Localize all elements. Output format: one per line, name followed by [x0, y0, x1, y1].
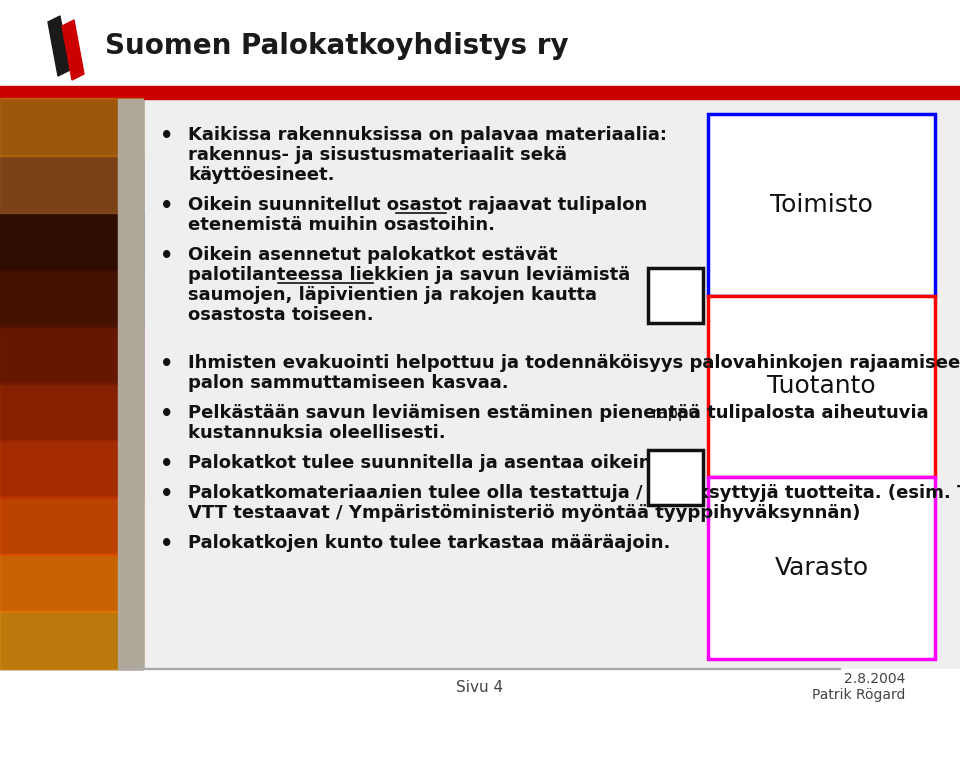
Bar: [0, 98, 143, 156]
Bar: [0, 669, 960, 764]
Text: •: •: [160, 484, 174, 504]
Bar: [120, 668, 840, 669]
Text: osastosta toiseen.: osastosta toiseen.: [188, 306, 373, 324]
Text: •: •: [160, 454, 174, 474]
Polygon shape: [48, 16, 70, 76]
Text: Ihmisten evakuointi helpottuu ja todennäköisyys palovahinkojen rajaamiseen ja: Ihmisten evakuointi helpottuu ja todennä…: [188, 354, 960, 372]
Bar: [0, 326, 143, 384]
Bar: [0, 440, 143, 498]
Bar: [0, 0, 960, 87]
Text: 2.8.2004
Patrik Rögard: 2.8.2004 Patrik Rögard: [811, 672, 905, 702]
Bar: [0, 86, 960, 99]
Text: •: •: [160, 354, 174, 374]
Text: Varasto: Varasto: [775, 556, 869, 580]
Bar: [118, 99, 143, 669]
Bar: [648, 450, 703, 505]
Text: palon sammuttamiseen kasvaa.: palon sammuttamiseen kasvaa.: [188, 374, 509, 392]
Bar: [0, 383, 143, 441]
Text: Tuotanto: Tuotanto: [767, 374, 876, 399]
Text: rappu: rappu: [652, 406, 699, 421]
Polygon shape: [62, 20, 84, 80]
Text: VTT testaavat / Ympäristöministeriö myöntää tyyppihyväksynnän): VTT testaavat / Ympäristöministeriö myön…: [188, 504, 860, 522]
Text: saumojen, läpivientien ja rakojen kautta: saumojen, läpivientien ja rakojen kautta: [188, 286, 597, 304]
Text: Sivu 4: Sivu 4: [456, 679, 504, 694]
Bar: [0, 269, 143, 327]
Text: •: •: [160, 126, 174, 146]
Text: •: •: [160, 534, 174, 554]
Text: rakennus- ja sisustusmateriaalit sekä: rakennus- ja sisustusmateriaalit sekä: [188, 146, 567, 164]
Bar: [0, 212, 143, 270]
Text: kustannuksia oleellisesti.: kustannuksia oleellisesti.: [188, 424, 445, 442]
Bar: [708, 114, 935, 296]
Bar: [708, 478, 935, 659]
Bar: [0, 155, 143, 213]
Text: Palokatkojen kunto tulee tarkastaa määräajoin.: Palokatkojen kunto tulee tarkastaa määrä…: [188, 534, 670, 552]
Text: Palokatkot tulee suunnitella ja asentaa oikein.: Palokatkot tulee suunnitella ja asentaa …: [188, 454, 659, 472]
Bar: [0, 99, 143, 669]
Text: Oikein suunnitellut osastot rajaavat tulipalon: Oikein suunnitellut osastot rajaavat tul…: [188, 196, 647, 214]
Text: käyttöesineet.: käyttöesineet.: [188, 166, 334, 184]
Bar: [0, 611, 143, 669]
Text: •: •: [160, 196, 174, 216]
Bar: [0, 554, 143, 612]
Bar: [0, 99, 960, 669]
Text: Kaikissa rakennuksissa on palavaa materiaalia:: Kaikissa rakennuksissa on palavaa materi…: [188, 126, 667, 144]
Bar: [648, 268, 703, 323]
Text: •: •: [160, 404, 174, 424]
Text: etenemistä muihin osastoihin.: etenemistä muihin osastoihin.: [188, 216, 495, 234]
Text: Pelkästään savun leviämisen estäminen pienentää tulipalosta aiheutuvia: Pelkästään savun leviämisen estäminen pi…: [188, 404, 928, 422]
Text: palotilanteessa liekkien ja savun leviämistä: palotilanteessa liekkien ja savun leviäm…: [188, 266, 631, 284]
Text: Toimisto: Toimisto: [770, 193, 873, 217]
Text: Suomen Palokatkoyhdistys ry: Suomen Palokatkoyhdistys ry: [105, 32, 568, 60]
Bar: [708, 296, 935, 478]
Text: •: •: [160, 246, 174, 266]
Bar: [0, 497, 143, 555]
Text: Oikein asennetut palokatkot estävät: Oikein asennetut palokatkot estävät: [188, 246, 558, 264]
Text: Palokatkomateriaалien tulee olla testattuja / hyväksyttyjä tuotteita. (esim. TTY: Palokatkomateriaалien tulee olla testatt…: [188, 484, 960, 502]
